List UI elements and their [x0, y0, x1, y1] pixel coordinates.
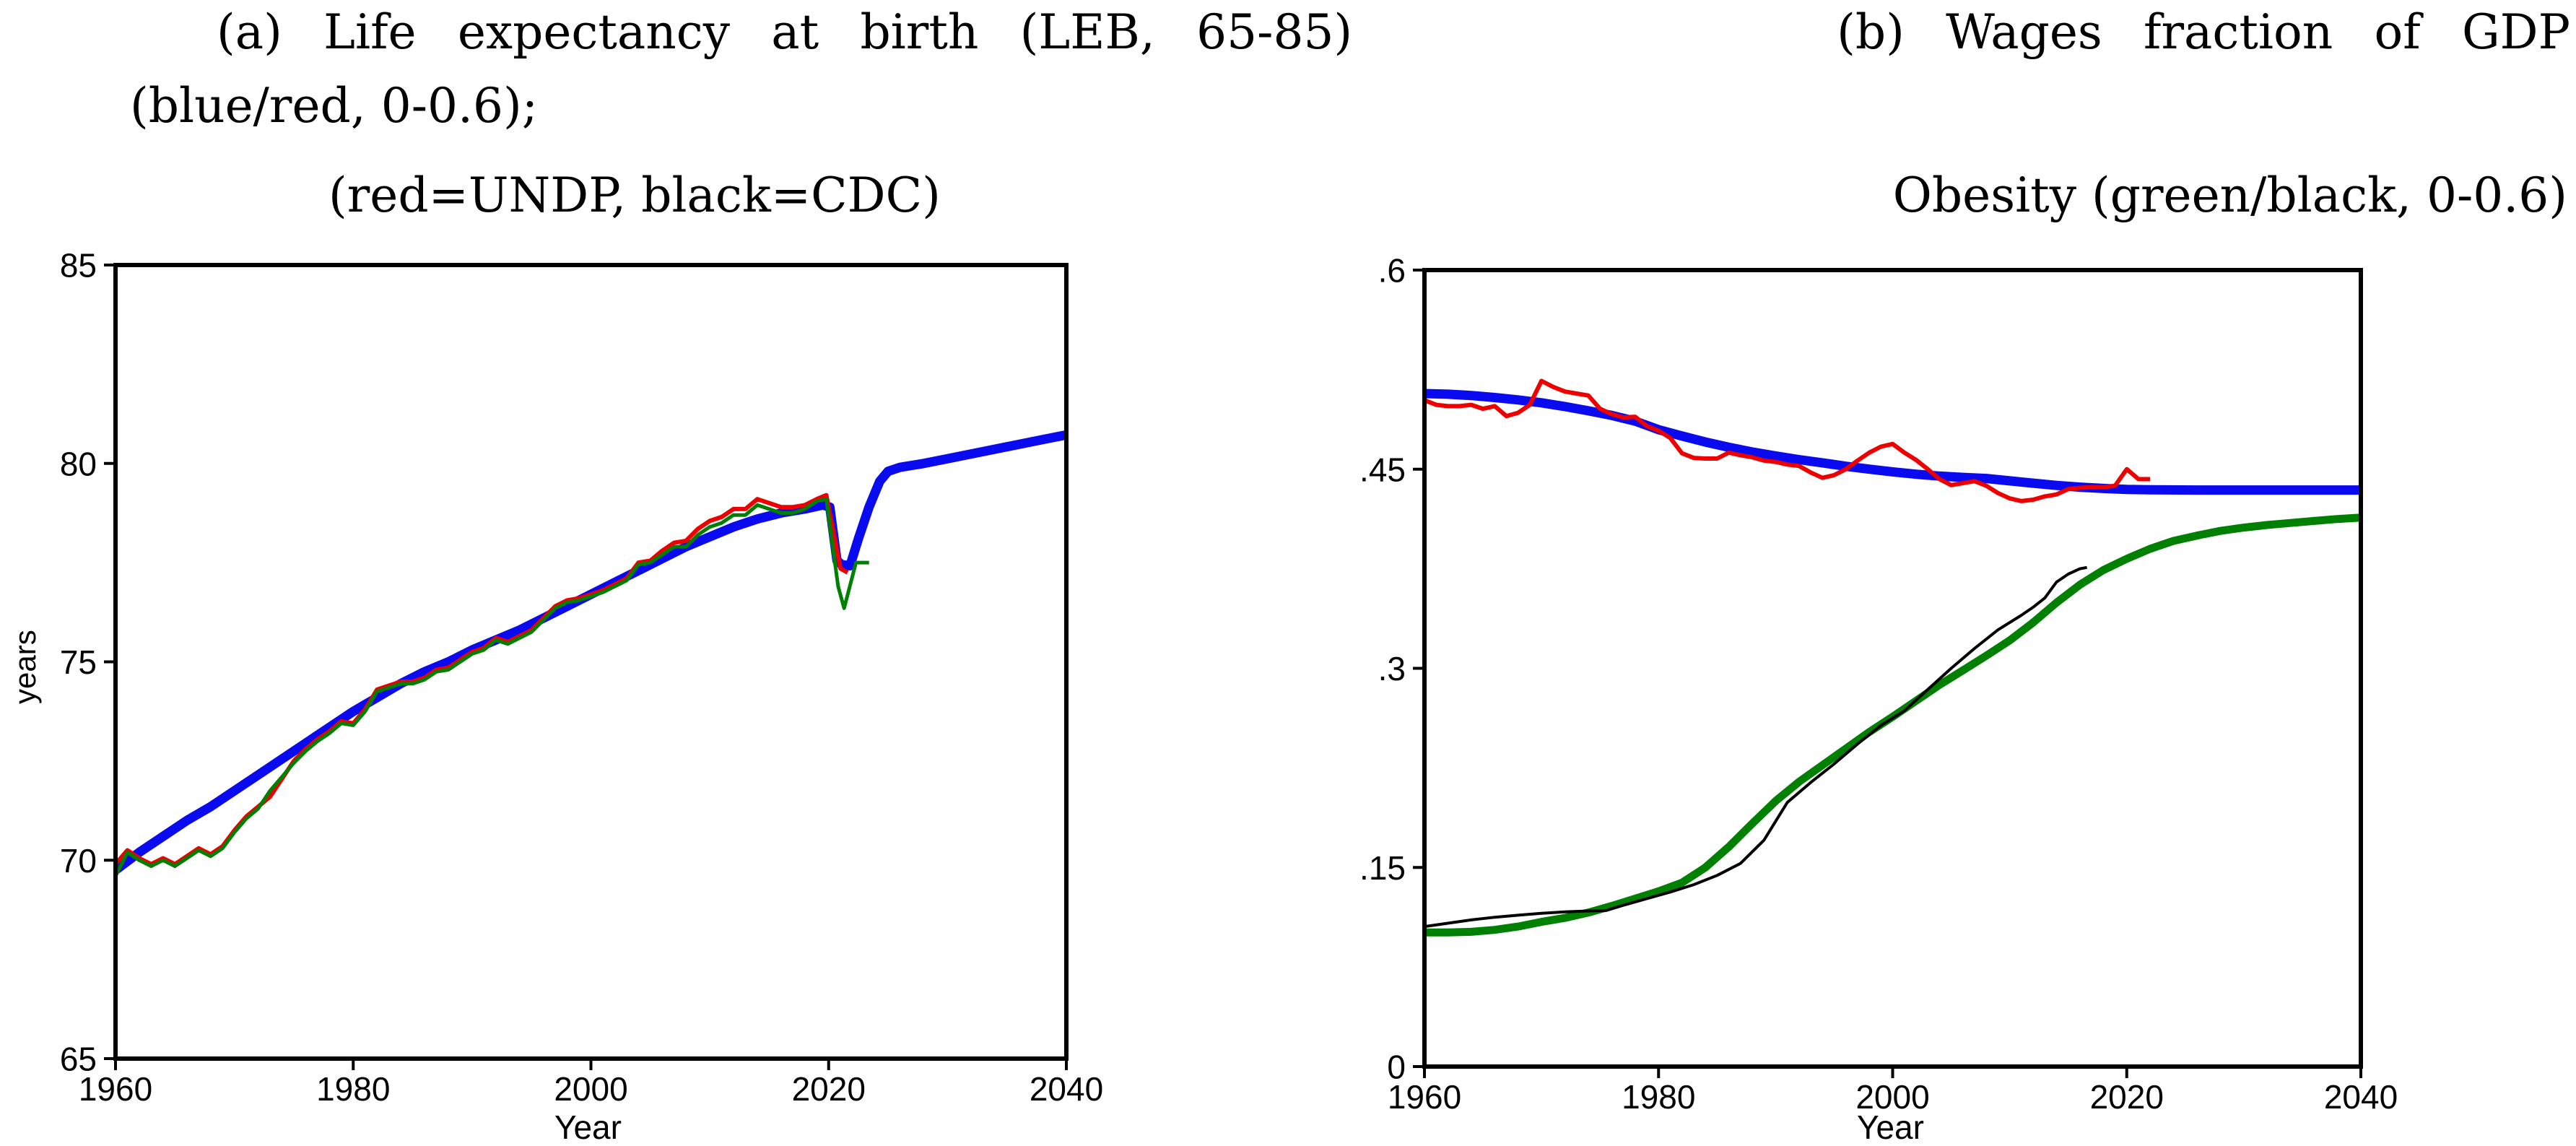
x-tick-label-a: 1980 — [316, 1070, 390, 1108]
y-tick-label-b: .15 — [1359, 849, 1406, 887]
y-tick-label-b: .6 — [1378, 252, 1406, 290]
series-b-red — [1423, 378, 2151, 503]
y-tick-label-b: 0 — [1387, 1049, 1406, 1086]
x-tick-label-a: 2000 — [554, 1070, 627, 1108]
series-a-green — [113, 497, 869, 877]
y-tick-label-a: 70 — [60, 842, 97, 880]
series-a-red — [113, 492, 849, 867]
x-tick-label-b: 2000 — [1855, 1078, 1929, 1116]
panel-b-title-line1: (b) Wages fraction of GDP — [1837, 4, 2570, 60]
y-tick-label-a: 75 — [60, 643, 97, 681]
plot-box-a — [113, 263, 1069, 1061]
x-tick-label-a: 2040 — [1030, 1070, 1103, 1108]
panel-a-title-line3: (red=UNDP, black=CDC) — [328, 168, 941, 223]
panel-b-x-axis-label: Year — [1857, 1108, 1924, 1146]
y-tick-label-a: 85 — [60, 247, 97, 285]
panel-a-x-axis-label: Year — [554, 1108, 622, 1146]
panel-b-title-line3: Obesity (green/black, 0-0.6) — [1892, 168, 2567, 223]
panel-a-title-line2: (blue/red, 0-0.6); — [130, 78, 538, 134]
x-tick-label-a: 1960 — [79, 1070, 152, 1108]
series-a-blue — [113, 430, 1068, 874]
x-tick-label-b: 1980 — [1622, 1078, 1695, 1116]
panel-a-title-line1: (a) Life expectancy at birth (LEB, 65-85… — [217, 4, 1353, 60]
x-tick-label-b: 1960 — [1388, 1078, 1461, 1116]
y-tick-label-b: .45 — [1359, 451, 1406, 488]
y-tick-label-b: .3 — [1378, 650, 1406, 687]
series-b-green — [1424, 513, 2362, 937]
series-b-black — [1424, 565, 2087, 929]
x-tick-label-a: 2020 — [792, 1070, 866, 1108]
y-tick-label-a: 65 — [60, 1041, 97, 1078]
x-tick-label-b: 2040 — [2324, 1078, 2398, 1116]
x-tick-label-b: 2020 — [2090, 1078, 2164, 1116]
y-tick-label-a: 80 — [60, 445, 97, 482]
